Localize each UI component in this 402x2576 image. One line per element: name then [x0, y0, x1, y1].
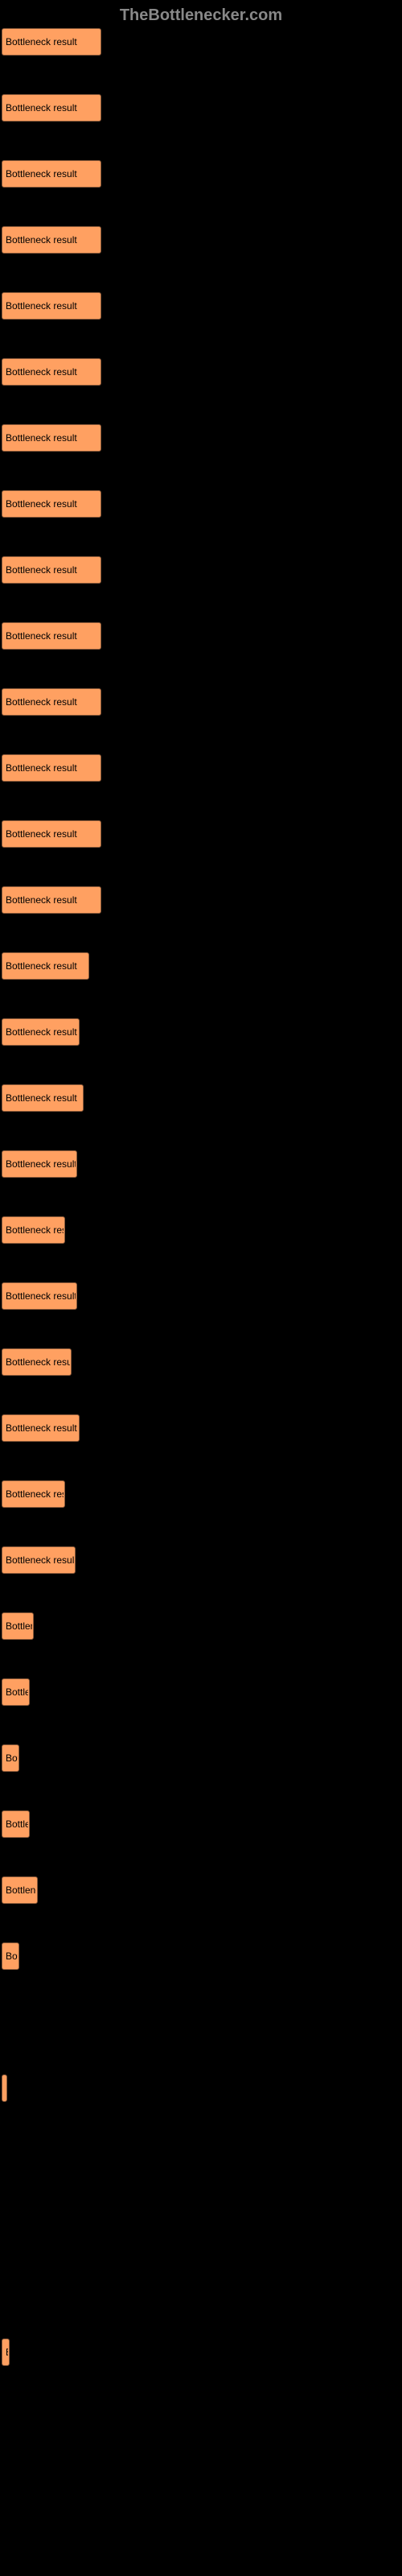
bar-label: Bottleneck result: [6, 498, 77, 510]
bar-label: Bottleneck result: [6, 630, 77, 642]
bar-label: Bottleneck result: [6, 1422, 77, 1434]
bar-row: Bottleneck result: [2, 1810, 400, 1838]
chart-container: Bottleneck result Bottleneck result Bottle…: [0, 28, 402, 2498]
bar-row: Bottleneck result: [2, 28, 400, 56]
header-title: TheBottlenecker.com: [120, 6, 282, 24]
bar-label: Bottleneck result: [6, 1224, 64, 1236]
bar-row: Bottleneck result: [2, 2074, 400, 2102]
bar-row: Bottleneck result: [2, 226, 400, 254]
bar-row: Bottleneck result: [2, 952, 400, 980]
bar-label: Bottleneck result: [6, 960, 77, 972]
bar-row: Bottleneck result: [2, 1414, 400, 1442]
bar-label: Bottleneck result: [6, 1951, 18, 1962]
bar-label: Bottleneck result: [6, 1092, 77, 1104]
bar-row: Bottleneck result: [2, 820, 400, 848]
bar-row: Bottleneck result: [2, 1150, 400, 1178]
bar-label: Bottleneck result: [6, 168, 77, 180]
bar-label: Bottleneck result: [6, 2347, 8, 2358]
bar-label: Bottleneck result: [6, 366, 77, 378]
bar-row: [2, 2405, 400, 2432]
bar-row: Bottleneck result: [2, 1546, 400, 1574]
bar-row: Bottleneck result: [2, 1348, 400, 1376]
bar-label: Bottleneck result: [6, 1026, 77, 1038]
bar-label: Bottleneck result: [6, 300, 77, 312]
bar-row: Bottleneck result: [2, 1282, 400, 1310]
bar-label: Bottleneck result: [6, 1620, 32, 1632]
bar-label: Bottleneck result: [6, 1488, 64, 1500]
bar-label: Bottleneck result: [6, 432, 77, 444]
bar-row: Bottleneck result: [2, 688, 400, 716]
bar-label: Bottleneck result: [6, 1686, 28, 1698]
bar-label: Bottleneck result: [6, 1554, 74, 1566]
bar-row: [2, 2273, 400, 2300]
bar-row: [2, 2140, 400, 2168]
bar-label: Bottleneck result: [6, 102, 77, 114]
bar-row: Bottleneck result: [2, 1480, 400, 1508]
bar-row: [2, 2008, 400, 2036]
bar-row: [2, 2207, 400, 2234]
bar-row: Bottleneck result: [2, 1216, 400, 1244]
header: TheBottlenecker.com: [0, 0, 402, 28]
bar-label: Bottleneck result: [6, 894, 77, 906]
bar-label: Bottleneck result: [6, 1158, 76, 1170]
bar-row: Bottleneck result: [2, 1942, 400, 1970]
bar-row: Bottleneck result: [2, 490, 400, 518]
bar-row: Bottleneck result: [2, 556, 400, 584]
bar-row: Bottleneck result: [2, 292, 400, 320]
bar-row: [2, 2471, 400, 2498]
bar-row: Bottleneck result: [2, 1018, 400, 1046]
bar-row: Bottleneck result: [2, 1612, 400, 1640]
bar-label: Bottleneck result: [6, 36, 77, 47]
bar-row: Bottleneck result: [2, 754, 400, 782]
bar-row: Bottleneck result: [2, 1084, 400, 1112]
bar-label: Bottleneck result: [6, 564, 77, 576]
bar-label: Bottleneck result: [6, 1818, 28, 1830]
bar-row: Bottleneck result: [2, 2339, 400, 2366]
bar-label: Bottleneck result: [6, 1356, 70, 1368]
bar-label: Bottleneck result: [6, 1752, 18, 1764]
bar-row: Bottleneck result: [2, 160, 400, 188]
bar-label: Bottleneck result: [6, 762, 77, 774]
bar-row: Bottleneck result: [2, 1678, 400, 1706]
bar-row: Bottleneck result: [2, 358, 400, 386]
bar-row: Bottleneck result: [2, 1744, 400, 1772]
bar: [2, 2074, 7, 2102]
bar-label: Bottleneck result: [6, 1885, 36, 1896]
bar-label: Bottleneck result: [6, 828, 77, 840]
bar-row: Bottleneck result: [2, 622, 400, 650]
bar-label: Bottleneck result: [6, 234, 77, 246]
bar-row: Bottleneck result: [2, 886, 400, 914]
bar-row: Bottleneck result: [2, 424, 400, 452]
bar-row: Bottleneck result: [2, 1876, 400, 1904]
bar-label: Bottleneck result: [6, 696, 77, 708]
bar-label: Bottleneck result: [6, 1290, 76, 1302]
bar-row: Bottleneck result: [2, 94, 400, 122]
